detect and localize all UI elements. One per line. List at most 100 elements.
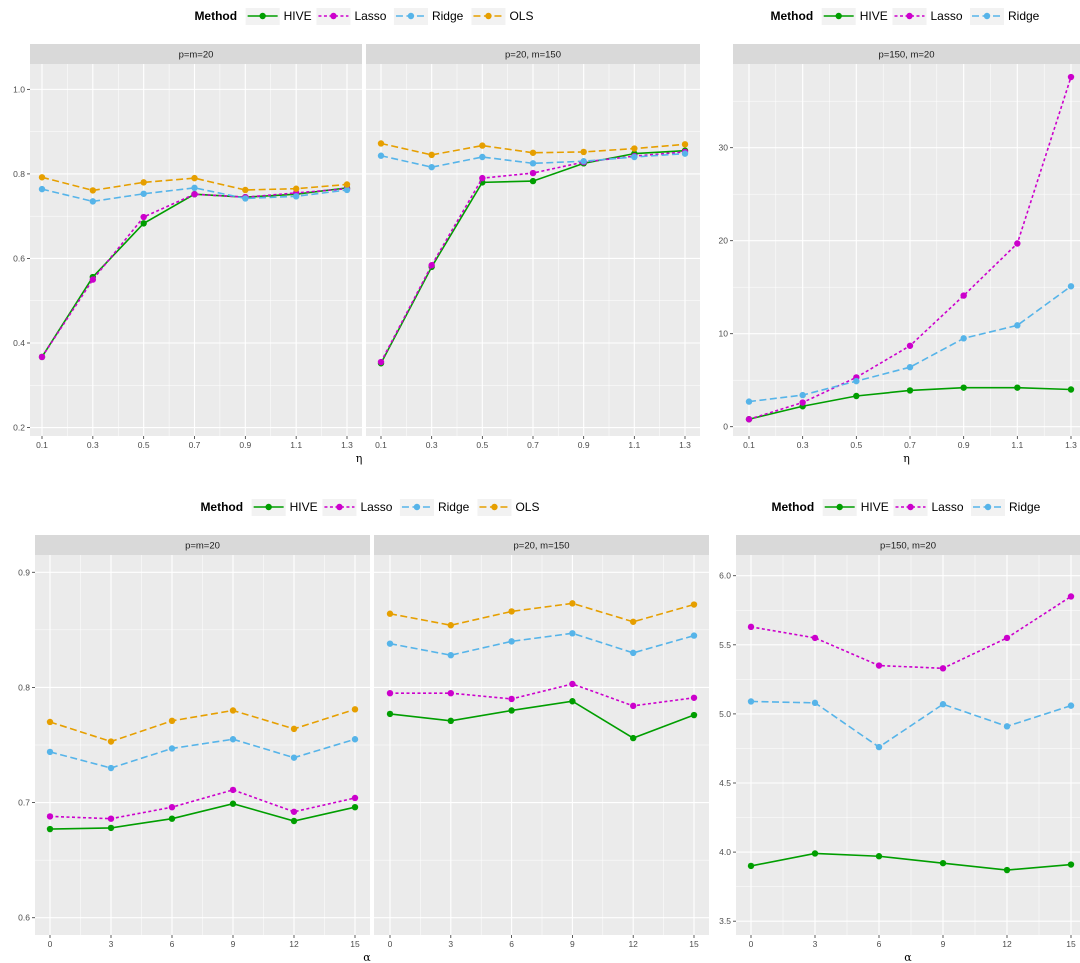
series-ridge	[377, 150, 689, 171]
legend-bottom-left: Method HIVE Lasso Ridge OLS	[200, 499, 539, 516]
panel-bottom-p-20-m-150: p=20, m=150 0 3 6 9 12 15 α	[363, 535, 709, 963]
x-axis-title: η	[903, 452, 910, 465]
x-tick-label: 0.9	[578, 440, 590, 450]
x-tick-label: 0.1	[375, 440, 387, 450]
data-point-ridge	[46, 748, 54, 756]
data-point-hive	[747, 862, 755, 870]
x-tick-label: 0.5	[850, 440, 862, 450]
data-point-ridge	[745, 398, 753, 405]
x-tick-label: 1.1	[628, 440, 640, 450]
x-tick-label: 0.9	[239, 440, 251, 450]
data-point-hive	[630, 734, 637, 742]
legend-key-point	[336, 503, 343, 511]
x-tick-label: 12	[1002, 939, 1012, 949]
legend-key-point	[491, 503, 498, 511]
data-point-lasso	[569, 680, 576, 688]
data-point-hive	[853, 392, 860, 400]
data-point-hive	[906, 387, 914, 394]
series-line-lasso	[390, 683, 695, 707]
data-point-lasso	[690, 694, 698, 701]
legend-key-point	[836, 503, 843, 511]
data-point-ols	[242, 186, 249, 194]
facet-strip	[733, 44, 1080, 64]
data-point-ols	[569, 600, 576, 607]
data-point-lasso	[960, 292, 967, 299]
series-ols	[386, 600, 698, 629]
series-ridge	[745, 283, 1075, 405]
y-tick-label: 4.5	[719, 778, 731, 788]
legend-label-ols: OLS	[509, 9, 533, 23]
y-tick-label: 10	[719, 329, 729, 339]
y-tick-label: 0.8	[13, 169, 25, 179]
legend-label-lasso: Lasso	[360, 500, 392, 514]
data-point-ols	[343, 181, 351, 188]
data-point-hive	[939, 859, 947, 867]
data-point-ridge	[631, 153, 638, 161]
data-point-lasso	[447, 689, 454, 697]
data-point-lasso	[351, 794, 359, 802]
panel-top-p-20-m-150: p=20, m=150 0.1 0.3 0.5 0.7 0.9 1.1 1.3 η	[356, 44, 700, 465]
x-tick-label: 0.5	[138, 440, 150, 450]
legend-label-lasso: Lasso	[931, 9, 963, 23]
data-point-ridge	[1067, 283, 1075, 290]
facet-strip	[374, 535, 709, 555]
data-point-ridge	[386, 640, 394, 647]
legend-key-point	[984, 503, 992, 511]
data-point-ridge	[681, 150, 689, 157]
x-tick-label: 0.9	[958, 440, 970, 450]
data-point-ridge	[906, 363, 914, 371]
series-lasso	[46, 786, 359, 822]
legend-label-hive: HIVE	[860, 9, 888, 23]
series-ridge	[386, 630, 698, 659]
data-point-ols	[140, 179, 147, 186]
data-point-ridge	[580, 158, 587, 165]
legend-title: Method	[772, 500, 815, 514]
y-tick-label: 0.6	[13, 253, 25, 263]
x-tick-label: 6	[877, 939, 882, 949]
data-point-ridge	[242, 195, 249, 202]
data-point-ridge	[529, 160, 537, 167]
legend-label-ridge: Ridge	[438, 500, 470, 514]
data-point-hive	[168, 815, 176, 822]
x-axis-title: α	[363, 951, 371, 963]
y-tick-label: 4.0	[719, 847, 731, 857]
series-lasso	[386, 680, 698, 710]
data-point-ols	[168, 717, 176, 725]
data-point-ols	[46, 718, 54, 726]
data-point-hive	[229, 800, 237, 807]
data-point-ridge	[140, 190, 147, 197]
legend-label-hive: HIVE	[861, 500, 889, 514]
data-point-ridge	[191, 184, 198, 192]
data-point-lasso	[377, 358, 385, 366]
y-tick-label: 0.4	[13, 338, 25, 348]
data-point-ols	[479, 142, 486, 149]
data-point-lasso	[290, 808, 298, 815]
data-point-hive	[351, 803, 359, 811]
data-point-lasso	[191, 191, 198, 198]
x-tick-label: 1.3	[679, 440, 691, 450]
x-tick-label: 12	[628, 939, 638, 949]
x-tick-label: 3	[109, 939, 114, 949]
data-point-lasso	[89, 276, 97, 283]
data-point-ridge	[960, 335, 967, 342]
data-point-hive	[811, 850, 819, 857]
legend-key-point	[265, 503, 272, 511]
legend-title: Method	[200, 500, 243, 514]
data-point-lasso	[46, 813, 54, 820]
series-ols	[377, 140, 689, 159]
x-tick-label: 9	[941, 939, 946, 949]
data-point-ridge	[875, 743, 883, 751]
data-point-ridge	[630, 649, 637, 657]
panel-bottom-p-150-m-20: p=150, m=20 3.5 4.0 4.5 5.0 5.5 6.0 0 3 6 9 12 15 α	[719, 535, 1080, 963]
data-point-hive	[690, 711, 698, 719]
data-point-hive	[107, 824, 115, 832]
data-point-ridge	[853, 377, 860, 385]
x-tick-label: 0.7	[527, 440, 539, 450]
x-tick-label: 0.5	[476, 440, 488, 450]
data-point-ridge	[799, 391, 806, 399]
data-point-ols	[292, 185, 300, 192]
series-lasso	[747, 593, 1075, 672]
data-point-ridge	[569, 630, 576, 637]
data-point-ols	[447, 622, 454, 629]
x-tick-label: 6	[170, 939, 175, 949]
